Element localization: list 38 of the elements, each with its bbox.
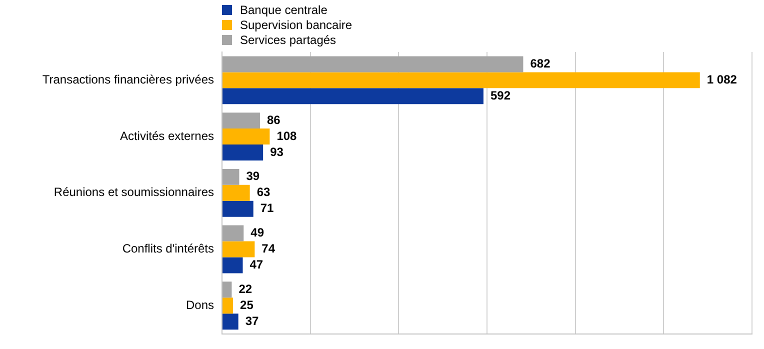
data-label: 592 <box>490 88 511 102</box>
bar <box>222 112 260 129</box>
bar <box>222 72 700 88</box>
bar <box>222 282 232 298</box>
data-label: 47 <box>250 258 264 272</box>
data-label: 108 <box>276 128 298 143</box>
y-tick-label: Activités externes <box>120 128 214 143</box>
bar <box>222 184 250 201</box>
data-label: 1 082 <box>706 72 738 86</box>
bar <box>222 257 243 274</box>
y-tick-label: Dons <box>186 298 214 312</box>
data-label: 86 <box>266 112 281 127</box>
bar <box>222 200 254 217</box>
y-tick-label: Conflits d'intérêts <box>122 242 214 256</box>
legend-label: Banque centrale <box>240 2 328 16</box>
legend-label: Services partagés <box>240 32 336 46</box>
bar <box>222 128 270 145</box>
data-label: 74 <box>262 242 276 256</box>
y-tick-label: Réunions et soumissionnaires <box>54 185 214 200</box>
bar <box>222 241 255 258</box>
bar <box>222 314 238 330</box>
data-label: 25 <box>240 298 254 312</box>
bar <box>222 168 240 185</box>
bar <box>222 298 234 314</box>
bar <box>222 56 524 72</box>
legend-label: Supervision bancaire <box>240 18 352 32</box>
data-label: 49 <box>250 226 264 240</box>
data-label: 22 <box>238 282 252 296</box>
data-label: 37 <box>245 314 260 328</box>
data-label: 93 <box>270 144 284 159</box>
y-tick-label: Transactions financières privées <box>42 72 214 86</box>
bar <box>222 88 484 104</box>
bar <box>222 225 244 242</box>
data-label: 63 <box>256 185 270 200</box>
data-label: 71 <box>260 201 274 216</box>
data-label: 682 <box>530 56 551 71</box>
data-label: 39 <box>246 169 260 184</box>
bar <box>222 144 264 160</box>
